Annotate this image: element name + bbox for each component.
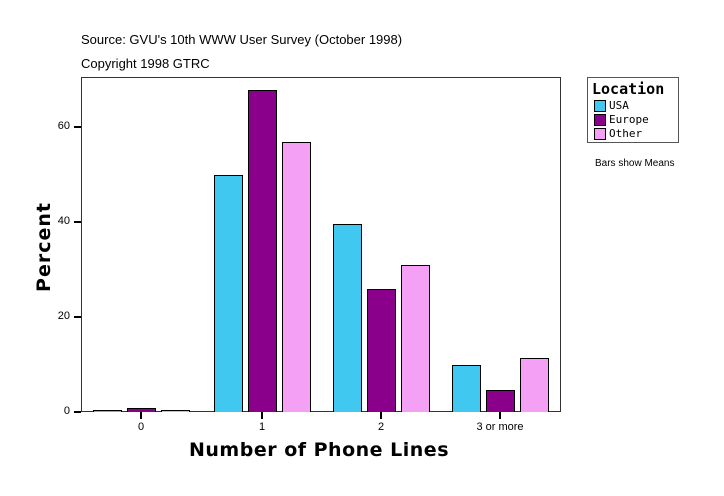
y-tick-label: 0 xyxy=(63,405,70,417)
x-axis-label: Number of Phone Lines xyxy=(189,439,450,461)
bar-usa-0 xyxy=(92,410,122,412)
legend-swatch-usa xyxy=(594,99,606,112)
bar-usa-1 xyxy=(213,174,243,412)
x-tick xyxy=(499,412,501,419)
y-tick xyxy=(74,126,81,128)
bar-europe-2 xyxy=(366,288,396,412)
legend-item-usa: USA xyxy=(594,99,629,112)
legend-label-usa: USA xyxy=(609,99,629,112)
legend-label-europe: Europe xyxy=(609,113,649,126)
y-tick xyxy=(74,221,81,223)
bar-other-2 xyxy=(400,265,430,412)
plot-area xyxy=(81,77,561,412)
legend-title: Location xyxy=(592,80,665,98)
y-tick-label: 20 xyxy=(57,310,70,322)
x-tick-label: 1 xyxy=(258,421,266,433)
x-tick-label: 3 or more xyxy=(476,421,524,433)
bar-europe-0 xyxy=(126,408,156,412)
y-tick-label: 40 xyxy=(57,215,70,227)
legend: Location USA Europe Other xyxy=(587,77,679,143)
x-tick-label: 0 xyxy=(137,421,145,433)
bar-europe-3-or-more xyxy=(485,390,515,412)
x-tick xyxy=(380,412,382,419)
source-caption: Source: GVU's 10th WWW User Survey (Octo… xyxy=(81,32,403,47)
y-tick-label: 60 xyxy=(57,120,70,132)
copyright-caption: Copyright 1998 GTRC xyxy=(81,56,210,71)
x-tick-label: 2 xyxy=(377,421,385,433)
y-tick xyxy=(74,411,81,413)
legend-item-europe: Europe xyxy=(594,113,649,126)
bar-other-0 xyxy=(160,410,190,412)
y-tick xyxy=(74,316,81,318)
legend-item-other: Other xyxy=(594,127,642,140)
legend-label-other: Other xyxy=(609,127,643,140)
x-tick xyxy=(140,412,142,419)
bars-note: Bars show Means xyxy=(595,158,675,169)
y-axis-label: Percent xyxy=(33,202,55,292)
bar-other-1 xyxy=(281,141,311,412)
legend-swatch-europe xyxy=(594,113,606,126)
bar-europe-1 xyxy=(247,89,277,412)
bar-other-3-or-more xyxy=(519,358,549,412)
bar-usa-2 xyxy=(332,223,362,412)
x-tick xyxy=(261,412,263,419)
bar-usa-3-or-more xyxy=(451,365,481,412)
legend-swatch-other xyxy=(594,127,606,140)
